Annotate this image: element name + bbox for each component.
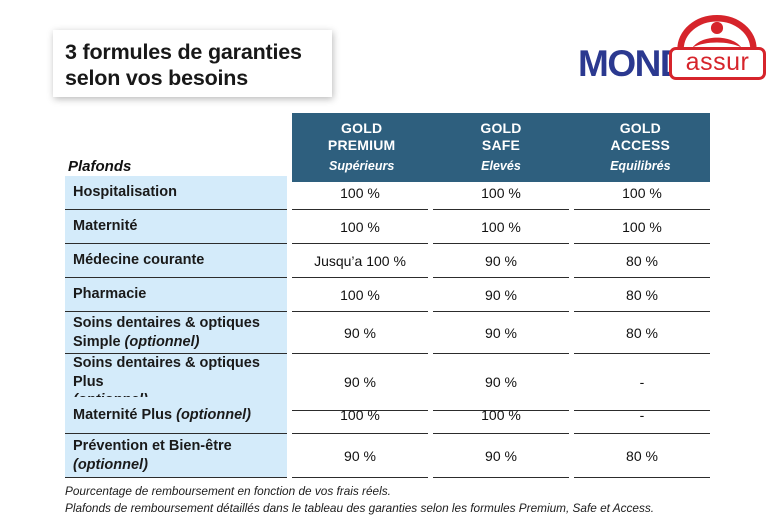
plan-name: GOLD PREMIUM [327,120,396,153]
mondassur-logo: MOND assur [572,12,768,84]
table-row-soins-dentaires-simple: Soins dentaires & optiques Simple (option… [65,312,710,354]
cell-gold-access: 80 % [574,312,710,354]
cell-gold-access: 80 % [574,244,710,278]
cell-gold-premium: 90 % [292,354,428,411]
cell-gold-access: - [574,397,710,434]
cell-gold-safe: 90 % [433,312,569,354]
footnote-2: Plafonds de remboursement détaillés dans… [65,500,655,515]
logo-text-mond: MOND [578,43,687,84]
cell-gold-safe: 90 % [433,354,569,411]
title-card: 3 formules de garanties selon vos besoin… [53,30,332,97]
row-label-optional: (optionnel) [176,406,252,423]
row-label: Médecine courante [65,244,287,278]
plan-gold-access: GOLD ACCESS Equilibrés [571,120,710,173]
plan-gold-safe: GOLD SAFE Elevés [431,120,570,173]
row-label: Soins dentaires & optiques Simple (option… [65,312,287,354]
row-label: Hospitalisation [65,176,287,210]
table-header: Plafonds GOLD PREMIUM Supérieurs GOLD SA… [65,113,710,183]
cell-gold-safe: 90 % [433,278,569,312]
row-label-optional2: (optionnel) [73,456,148,473]
cell-gold-safe: 100 % [433,176,569,210]
cell-gold-premium: 100 % [292,278,428,312]
table-row-maternite-plus: Maternité Plus (optionnel) 100 % 100 % - [65,397,710,434]
row-label: Pharmacie [65,278,287,312]
row-label: Maternité Plus (optionnel) [65,397,287,434]
cell-gold-safe: 90 % [433,434,569,478]
row-label-text: Maternité [73,218,138,235]
cell-gold-premium: Jusqu’a 100 % [292,244,428,278]
row-label-text: Maternité Plus [73,406,173,423]
row-label-text: Soins dentaires & optiques [73,314,260,331]
footnote-1: Pourcentage de remboursement en fonction… [65,484,391,498]
cell-gold-access: 80 % [574,434,710,478]
row-label-text: Hospitalisation [73,184,177,201]
row-label-text: Prévention et Bien-être [73,437,232,454]
cell-gold-safe: 100 % [433,210,569,244]
row-label-text2: Simple [73,333,121,350]
table-row-soins-dentaires-plus: Soins dentaires & optiques Plus (optionn… [65,354,710,411]
plan-name: GOLD ACCESS [610,120,671,153]
cell-gold-premium: 100 % [292,397,428,434]
logo-assur-box: assur [669,47,766,80]
footnotes: Pourcentage de remboursement en fonction… [65,483,725,517]
cell-gold-premium: 90 % [292,434,428,478]
person-under-dome-icon [675,15,759,50]
table-row-prevention-bien-etre: Prévention et Bien-être (optionnel) 90 %… [65,434,710,478]
table-row-pharmacie: Pharmacie 100 % 90 % 80 % [65,278,710,312]
plan-subtitle: Supérieurs [329,159,395,174]
row-label-text: Médecine courante [73,252,205,269]
page-title-line1: 3 formules de garanties [65,40,302,64]
cell-gold-safe: 90 % [433,244,569,278]
cell-gold-premium: 100 % [292,210,428,244]
corner-label-plafonds: Plafonds [68,158,132,176]
table-row-maternite: Maternité 100 % 100 % 100 % [65,210,710,244]
page-title-line2: selon vos besoins [65,66,248,91]
row-label-optional2: (optionnel) [124,333,200,350]
cell-gold-safe: 100 % [433,397,569,434]
row-label: Prévention et Bien-être (optionnel) [65,434,287,478]
plan-gold-premium: GOLD PREMIUM Supérieurs [292,120,431,173]
cell-gold-access: 100 % [574,210,710,244]
cell-gold-access: 100 % [574,176,710,210]
plan-name: GOLD SAFE [480,120,522,153]
cell-gold-access: - [574,354,710,411]
table-row-medecine-courante: Médecine courante Jusqu’a 100 % 90 % 80 … [65,244,710,278]
plans-header: GOLD PREMIUM Supérieurs GOLD SAFE Elevés… [292,113,710,183]
row-label-text: Pharmacie [73,286,147,303]
plan-subtitle: Elevés [481,159,521,174]
cell-gold-access: 80 % [574,278,710,312]
cell-gold-premium: 100 % [292,176,428,210]
guarantees-table: Plafonds GOLD PREMIUM Supérieurs GOLD SA… [65,113,710,478]
cell-gold-premium: 90 % [292,312,428,354]
row-label: Maternité [65,210,287,244]
row-label-text: Soins dentaires & optiques Plus [73,355,260,390]
table-row-hospitalisation: Hospitalisation 100 % 100 % 100 % [65,176,710,210]
logo-text-assur: assur [685,48,750,76]
plan-subtitle: Equilibrés [610,159,671,174]
